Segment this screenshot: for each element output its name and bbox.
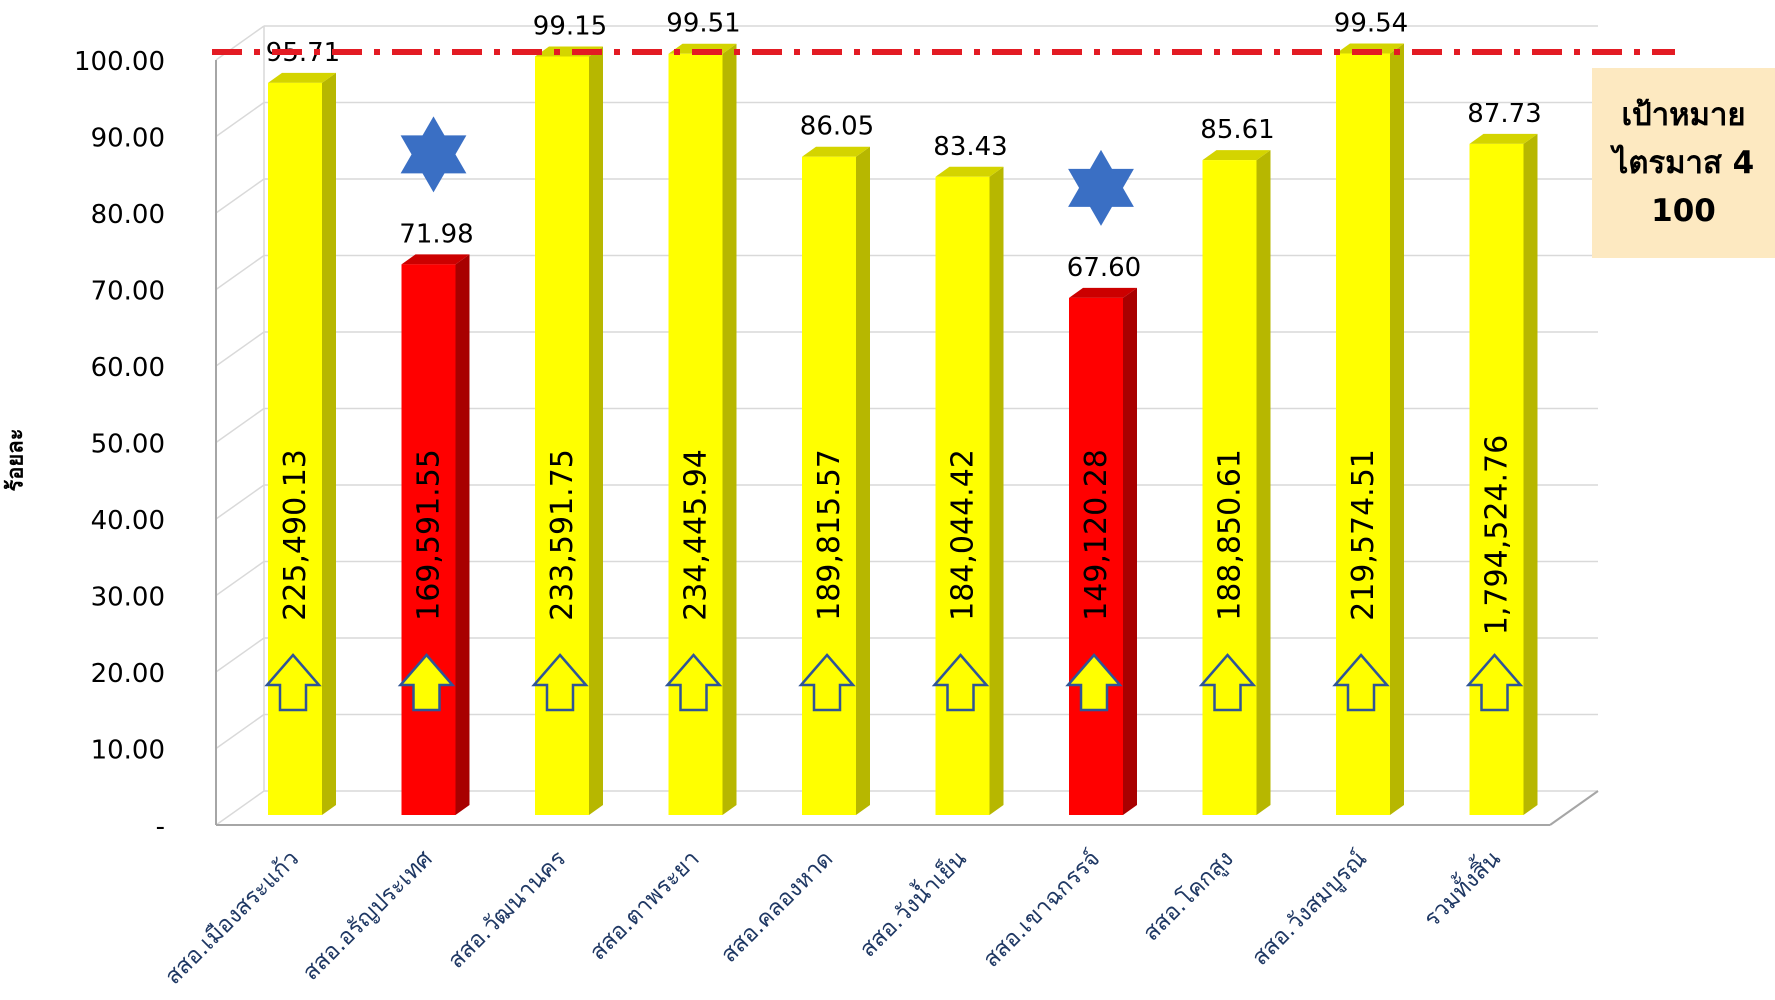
bar [401, 254, 470, 815]
bar-amount-label: 234,445.94 [679, 449, 714, 621]
bar-value-label: 99.54 [1334, 9, 1408, 39]
up-arrow-icon [264, 653, 322, 712]
bar-amount-label: 225,490.13 [278, 449, 313, 621]
target-box-line1: เป้าหมาย [1621, 97, 1746, 133]
star-icon [1068, 168, 1134, 226]
gridline-depth [215, 254, 265, 291]
y-tick-label: 100.00 [74, 47, 165, 77]
bar-top [1469, 133, 1538, 144]
bar-amount-label: 233,591.75 [545, 449, 580, 621]
bar-value-label: 83.43 [933, 132, 1007, 162]
up-arrow-icon [798, 653, 856, 712]
bar-top [802, 146, 870, 157]
gridline-depth [215, 713, 265, 750]
bar-top [1202, 150, 1271, 161]
bar-value-label: 71.98 [399, 219, 473, 249]
x-category-label: สสอ.อรัญประเทศ [298, 846, 438, 986]
bar-top [935, 166, 1004, 177]
bar-top [268, 72, 336, 83]
x-category-label: สสอ.โคกสูง [1138, 845, 1239, 946]
bar-side [589, 46, 603, 815]
x-category-label: สสอ.วังสมบูรณ์ [1246, 845, 1372, 971]
bar-side [1123, 287, 1137, 815]
bar-side [322, 72, 336, 816]
gridline-depth [215, 484, 265, 520]
bar-side [1256, 150, 1271, 815]
up-arrow-icon [931, 653, 990, 712]
x-category-label: สสอ.เขาฉกรรจ์ [978, 845, 1106, 973]
up-arrow-icon [1065, 653, 1123, 712]
x-category-label: สสอ.เมืองสระแก้ว [160, 846, 304, 990]
y-tick-label: 30.00 [91, 583, 165, 613]
x-category-label: สสอ.คลองหาด [716, 846, 838, 968]
up-arrow-icon [1465, 653, 1524, 712]
y-tick-label: 40.00 [91, 506, 165, 536]
floor-edge [1549, 790, 1599, 826]
up-arrow-icon [1332, 653, 1390, 712]
bar-side [989, 166, 1004, 815]
y-tick-label: 60.00 [91, 353, 165, 383]
bar-top [1069, 287, 1137, 298]
bar [802, 146, 870, 815]
bar [1336, 43, 1404, 816]
y-axis-label: ร้อยละ [3, 428, 29, 492]
bar-amount-label: 189,815.57 [812, 449, 847, 621]
bar-amount-label: 188,850.61 [1213, 449, 1248, 621]
x-category-label: รวมทั้งสิ้น [1416, 843, 1506, 933]
up-arrow-icon [397, 653, 456, 712]
y-tick-label: 90.00 [91, 124, 165, 154]
bar-side [455, 254, 470, 815]
target-box: เป้าหมาย ไตรมาส 4 100 [1592, 68, 1775, 258]
target-box-line2: ไตรมาส 4 [1612, 145, 1755, 181]
bar-amount-label: 169,591.55 [412, 449, 447, 621]
star-icon [400, 135, 467, 193]
bar [535, 46, 603, 815]
bar-side [1523, 133, 1538, 816]
gridline-depth [215, 331, 265, 367]
bar [668, 43, 737, 816]
bar-value-label: 86.05 [800, 112, 874, 142]
y-tick-label: 80.00 [91, 200, 165, 230]
x-category-label: สสอ.วังน้ำเย็น [852, 843, 972, 963]
bar-side [856, 146, 870, 815]
bar-top [401, 254, 470, 265]
target-box-line3: 100 [1651, 193, 1716, 229]
bar-value-label: 99.15 [533, 12, 607, 42]
bar-front [1069, 297, 1123, 815]
gridline-depth [215, 560, 265, 597]
bar-value-label: 99.51 [666, 9, 740, 39]
x-category-label: สสอ.ตาพระยา [585, 846, 705, 966]
bar [1069, 287, 1137, 815]
y-tick-label: 50.00 [91, 430, 165, 460]
gridline-depth [215, 790, 265, 826]
gridline-depth [215, 101, 265, 138]
y-tick-label: 70.00 [91, 277, 165, 307]
bar-amount-label: 1,794,524.76 [1480, 435, 1515, 635]
bar-value-label: 85.61 [1200, 115, 1274, 145]
x-category-label: สสอ.วัฒนานคร [443, 846, 571, 974]
y-tick-label: 10.00 [91, 736, 165, 766]
gridline-depth [215, 407, 265, 444]
bar-value-label: 87.73 [1467, 99, 1541, 129]
bar [1202, 150, 1271, 815]
up-arrow-icon [1198, 653, 1257, 712]
bar-amount-label: 184,044.42 [946, 449, 981, 621]
y-tick-label: 20.00 [91, 659, 165, 689]
bar-side [722, 43, 737, 816]
y-axis-label-wrap: ร้อยละ [0, 428, 30, 492]
up-arrow-icon [664, 653, 723, 712]
bar-amount-label: 219,574.51 [1346, 449, 1381, 621]
bar-front [401, 264, 456, 815]
bar-value-label: 67.60 [1067, 253, 1141, 283]
y-tick-label: - [156, 812, 165, 842]
up-arrow-icon [531, 653, 589, 712]
bar-side [1390, 43, 1404, 816]
gridline-depth [215, 637, 265, 673]
gridline-depth [215, 178, 265, 214]
bar-amount-label: 149,120.28 [1079, 449, 1114, 621]
